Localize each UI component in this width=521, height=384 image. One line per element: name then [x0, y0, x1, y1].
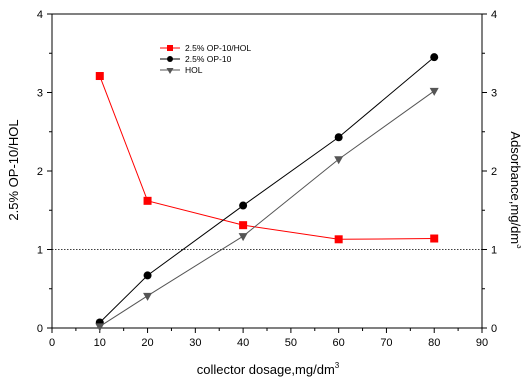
y-axis-title-right-sup: 3 — [515, 244, 521, 249]
data-point — [95, 72, 104, 81]
legend-marker — [167, 56, 173, 62]
x-axis-title: collector dosage,mg/dm3 — [197, 361, 340, 377]
x-axis-title-sup: 3 — [335, 361, 340, 370]
x-tick-label: 30 — [189, 337, 201, 349]
data-point — [143, 196, 152, 205]
x-tick-label: 70 — [380, 337, 392, 349]
x-tick-label: 0 — [49, 337, 55, 349]
legend-marker — [166, 68, 174, 74]
series-2 — [95, 87, 439, 332]
data-point — [239, 201, 248, 210]
y-tick-label-right: 2 — [491, 166, 497, 178]
y-tick-label-right: 3 — [491, 88, 497, 100]
series-0 — [95, 72, 439, 244]
y-tick-label-right: 4 — [491, 9, 497, 21]
data-point — [334, 133, 343, 142]
legend-label: 2.5% OP-10 — [185, 54, 232, 64]
plot-frame — [51, 13, 483, 329]
legend-label: 2.5% OP-10/HOL — [185, 43, 251, 53]
data-point — [430, 53, 439, 62]
y-tick-label-right: 0 — [491, 323, 497, 335]
y-tick-label-left: 2 — [37, 166, 43, 178]
y-tick-label-left: 4 — [37, 9, 43, 21]
legend-marker — [167, 45, 173, 51]
data-point — [430, 234, 439, 243]
y-tick-label-left: 0 — [37, 323, 43, 335]
x-tick-label: 90 — [476, 337, 488, 349]
legend-item: 2.5% OP-10 — [160, 54, 232, 64]
data-point — [143, 292, 153, 301]
data-point — [238, 233, 248, 242]
legend-item: HOL — [160, 65, 203, 75]
x-tick-label: 80 — [428, 337, 440, 349]
y-tick-label-right: 1 — [491, 245, 497, 257]
y-axis-title-right: Adsorbance,mg/dm3 — [508, 131, 521, 249]
data-point — [143, 271, 152, 280]
y-axis-title-left: 2.5% OP-10/HOL — [6, 119, 21, 220]
x-tick-label: 20 — [141, 337, 153, 349]
legend-label: HOL — [185, 65, 203, 75]
x-tick-label: 10 — [94, 337, 106, 349]
series-line — [99, 90, 435, 327]
y-tick-label-left: 1 — [37, 245, 43, 257]
series-line — [99, 75, 435, 240]
y-tick-label-left: 3 — [37, 88, 43, 100]
x-tick-label: 60 — [333, 337, 345, 349]
series-1 — [95, 53, 439, 327]
legend-item: 2.5% OP-10/HOL — [160, 43, 251, 53]
data-point — [95, 323, 105, 332]
data-point — [429, 87, 439, 96]
series-line — [99, 56, 435, 323]
data-point — [239, 221, 248, 230]
data-point — [334, 235, 343, 244]
x-tick-label: 40 — [237, 337, 249, 349]
data-point — [334, 156, 344, 165]
x-tick-label: 50 — [285, 337, 297, 349]
